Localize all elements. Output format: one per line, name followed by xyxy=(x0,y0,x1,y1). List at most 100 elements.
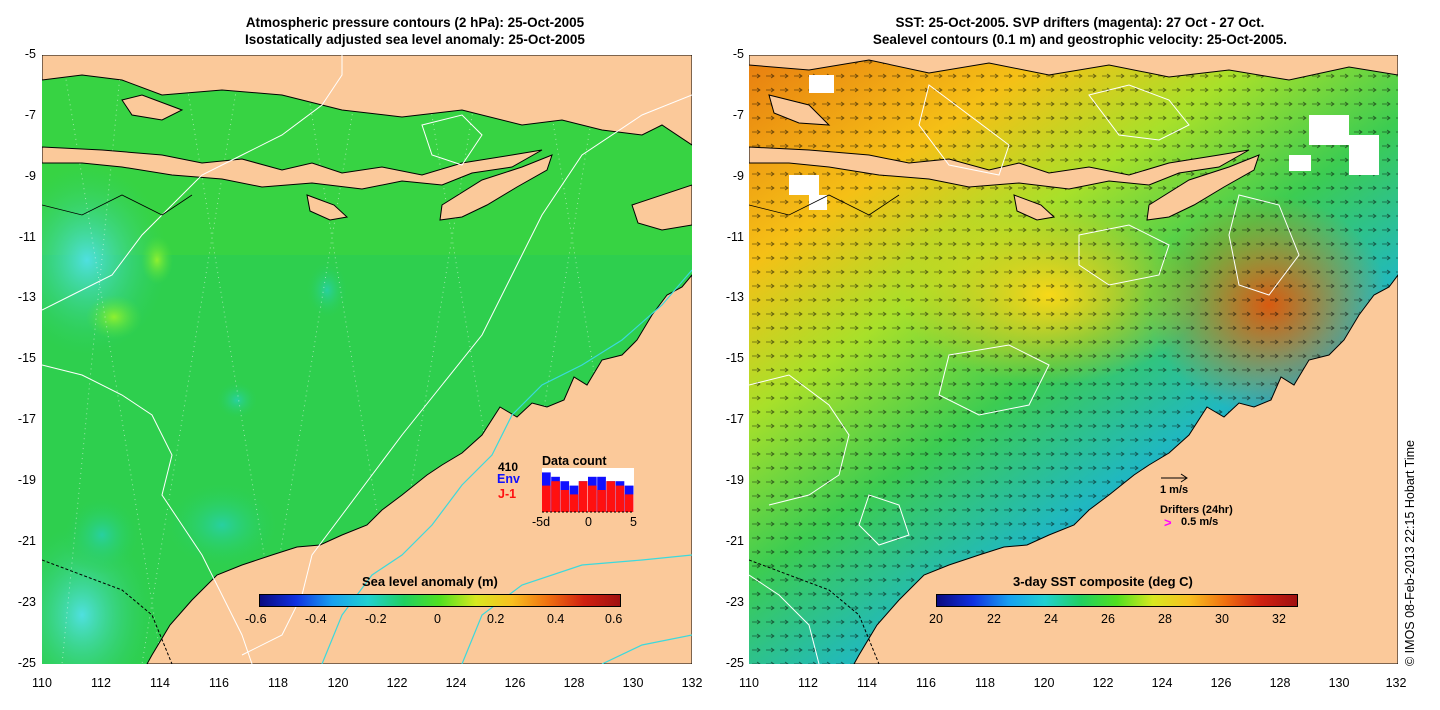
left-y-tick: -9 xyxy=(24,169,36,183)
sst-tick: 32 xyxy=(1272,612,1286,626)
left-y-tick: -5 xyxy=(24,47,36,61)
data-count-bar-j-1 xyxy=(624,494,634,512)
right-x-tick: 112 xyxy=(798,676,818,690)
right-title-line2: Sealevel contours (0.1 m) and geostrophi… xyxy=(872,32,1288,47)
sst-islands xyxy=(749,55,1398,221)
sla-colorbar-gradient xyxy=(259,594,621,607)
right-x-tick: 130 xyxy=(1328,676,1350,690)
drifter-speed-label: 0.5 m/s xyxy=(1181,516,1219,528)
left-x-tick: 130 xyxy=(622,676,644,690)
right-y-tick: -17 xyxy=(725,412,744,426)
sla-tick: -0.2 xyxy=(365,612,387,626)
left-x-tick: 132 xyxy=(681,676,703,690)
right-x-tick: 116 xyxy=(916,676,936,690)
data-count-x-label: -5d xyxy=(532,515,551,529)
sst-tick: 20 xyxy=(929,612,943,626)
right-y-tick: -25 xyxy=(725,656,744,670)
data-count-bar-j-1 xyxy=(606,481,616,512)
right-y-tick: -11 xyxy=(726,230,744,244)
right-x-tick: 132 xyxy=(1385,676,1407,690)
bathymetry-lines xyxy=(321,269,692,664)
right-x-tick: 118 xyxy=(975,676,995,690)
data-count-bar-j-1 xyxy=(597,490,606,512)
left-y-tick: -19 xyxy=(17,473,36,487)
left-x-tick: 124 xyxy=(445,676,467,690)
data-count-bar-j-1 xyxy=(578,481,588,512)
sst-tick: 24 xyxy=(1044,612,1058,626)
data-count-bar-j-1 xyxy=(551,481,560,512)
left-y-tick: -13 xyxy=(17,290,36,304)
sst-tick: 28 xyxy=(1158,612,1172,626)
sla-tick: 0 xyxy=(434,612,441,626)
left-y-tick: -23 xyxy=(17,595,36,609)
left-x-tick: 114 xyxy=(150,676,170,690)
right-y-tick: -19 xyxy=(725,473,744,487)
data-count-bar-j-1 xyxy=(615,485,625,512)
left-y-tick: -25 xyxy=(17,656,36,670)
data-count-bars xyxy=(542,468,634,513)
left-y-tick: -21 xyxy=(17,534,36,548)
sst-tick: 22 xyxy=(987,612,1001,626)
left-y-tick: -11 xyxy=(18,230,36,244)
sla-colorbar-title: Sea level anomaly (m) xyxy=(362,574,498,589)
drifter-icon: > xyxy=(1164,515,1172,530)
right-x-tick: 122 xyxy=(1092,676,1114,690)
right-title: SST: 25-Oct-2005. SVP drifters (magenta)… xyxy=(730,14,1430,48)
sst-map xyxy=(749,55,1398,664)
data-count-x-label: 0 xyxy=(585,515,592,529)
sst-tick: 30 xyxy=(1215,612,1229,626)
drifters-label: Drifters (24hr) xyxy=(1160,504,1233,516)
right-y-tick: -13 xyxy=(725,290,744,304)
right-y-tick: -9 xyxy=(732,169,744,183)
left-y-tick: -7 xyxy=(24,108,36,122)
right-y-tick: -23 xyxy=(725,595,744,609)
data-count-bar-j-1 xyxy=(542,485,551,512)
right-x-tick: 110 xyxy=(739,676,759,690)
data-count-total: 410 xyxy=(498,460,519,474)
right-y-tick: -5 xyxy=(732,47,744,61)
left-x-tick: 120 xyxy=(327,676,349,690)
right-x-tick: 120 xyxy=(1033,676,1055,690)
right-x-tick: 124 xyxy=(1151,676,1173,690)
data-count-title: Data count xyxy=(542,454,607,468)
data-count-x-label: 5 xyxy=(630,515,637,529)
right-title-line1: SST: 25-Oct-2005. SVP drifters (magenta)… xyxy=(895,15,1265,30)
left-x-tick: 110 xyxy=(32,676,52,690)
pressure-contours xyxy=(42,55,692,664)
sla-tick: -0.4 xyxy=(305,612,327,626)
data-count-bar-j-1 xyxy=(560,490,570,512)
data-count-bar-j-1 xyxy=(569,494,579,512)
velocity-scale-arrow xyxy=(1161,473,1188,483)
altimeter-tracks xyxy=(61,55,643,664)
left-y-tick: -17 xyxy=(17,412,36,426)
right-x-tick: 126 xyxy=(1210,676,1232,690)
left-title-line2: Isostatically adjusted sea level anomaly… xyxy=(245,32,585,47)
velocity-scale-label: 1 m/s xyxy=(1160,484,1189,496)
sst-colorbar-gradient xyxy=(936,594,1298,607)
sla-tick: 0.2 xyxy=(487,612,505,626)
data-count-bar-j-1 xyxy=(588,485,597,512)
left-title-line1: Atmospheric pressure contours (2 hPa): 2… xyxy=(245,15,585,30)
left-x-tick: 116 xyxy=(209,676,229,690)
right-y-tick: -15 xyxy=(725,351,744,365)
j1-legend: J-1 xyxy=(498,487,517,501)
left-title: Atmospheric pressure contours (2 hPa): 2… xyxy=(65,14,765,48)
sla-map xyxy=(42,55,692,664)
left-y-tick: -15 xyxy=(17,351,36,365)
cloud-gaps xyxy=(789,75,1379,210)
sla-tick: 0.6 xyxy=(605,612,623,626)
left-x-tick: 112 xyxy=(91,676,111,690)
credit-text: © IMOS 08-Feb-2013 22:15 Hobart Time xyxy=(1403,440,1417,666)
right-x-tick: 114 xyxy=(857,676,877,690)
right-y-tick: -7 xyxy=(732,108,744,122)
env-legend: Env xyxy=(497,472,520,486)
sst-tick: 26 xyxy=(1101,612,1115,626)
left-x-tick: 128 xyxy=(563,676,585,690)
right-x-tick: 128 xyxy=(1269,676,1291,690)
sla-tick: -0.6 xyxy=(245,612,267,626)
sla-tick: 0.4 xyxy=(547,612,565,626)
sealevel-contours xyxy=(749,84,1300,664)
sst-colorbar-title: 3-day SST composite (deg C) xyxy=(1013,574,1193,589)
sst-australia-land xyxy=(853,274,1398,664)
right-y-tick: -21 xyxy=(725,534,744,548)
